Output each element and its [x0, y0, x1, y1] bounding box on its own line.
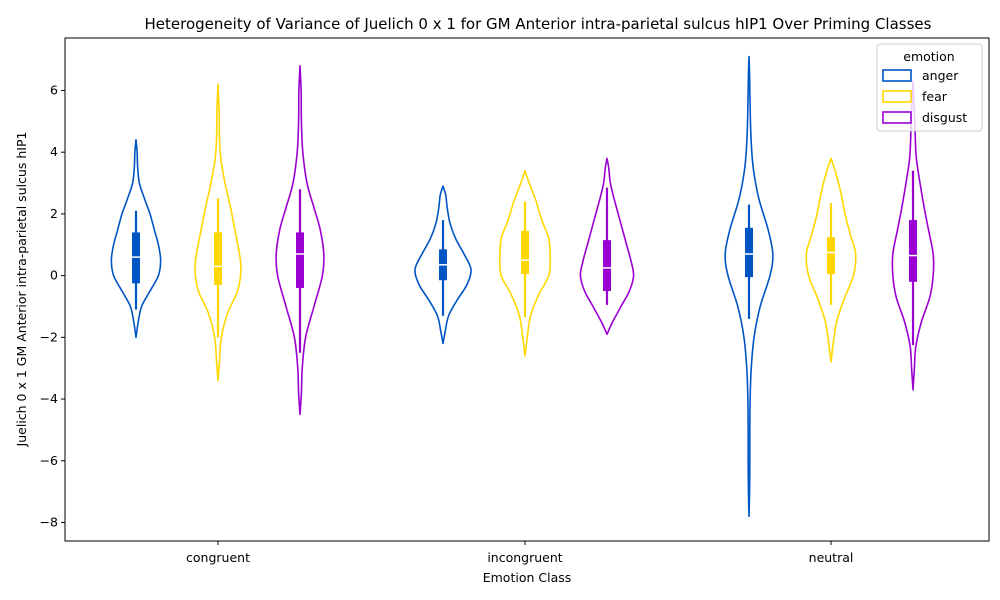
- violin-fear-congruent: [194, 83, 242, 382]
- violin-body: [110, 139, 162, 339]
- y-tick-label: 0: [50, 268, 58, 283]
- violin-iqr-box: [521, 230, 529, 275]
- violin-body: [724, 55, 774, 518]
- x-tick-label: congruent: [186, 550, 250, 565]
- violin-disgust-incongruent: [579, 157, 635, 336]
- legend-label: anger: [922, 68, 959, 83]
- legend-frame: [876, 43, 983, 132]
- violin-iqr-box: [132, 232, 140, 284]
- violin-body: [194, 83, 242, 382]
- violin-body: [579, 157, 635, 336]
- violin-iqr-box: [827, 237, 835, 275]
- legend-label: fear: [922, 89, 948, 104]
- legend: emotion anger fear disgust: [876, 43, 983, 132]
- violin-body: [891, 80, 935, 391]
- violin-iqr-box: [909, 220, 917, 282]
- violin-anger-incongruent: [414, 185, 472, 345]
- y-tick-label: 4: [50, 144, 58, 159]
- violin-disgust-congruent: [275, 64, 325, 416]
- violin-body: [498, 169, 552, 357]
- legend-item-disgust: disgust: [882, 110, 967, 125]
- violin-disgust-neutral: [891, 80, 935, 391]
- y-tick-label: −6: [40, 453, 58, 468]
- legend-item-fear: fear: [882, 89, 948, 104]
- violin-anger-congruent: [110, 139, 162, 339]
- legend-swatch: [882, 111, 912, 124]
- violin-iqr-box: [603, 240, 611, 292]
- legend-swatch: [882, 90, 912, 103]
- y-tick-label: −4: [40, 391, 58, 406]
- legend-title: emotion: [903, 49, 954, 64]
- violin-iqr-box: [214, 232, 222, 285]
- x-axis-label: Emotion Class: [483, 570, 572, 585]
- y-axis: −8 −6 −4 −2 0 2 4 6: [40, 82, 65, 529]
- violin-fear-incongruent: [498, 169, 552, 357]
- y-tick-label: 2: [50, 206, 58, 221]
- y-tick-label: 6: [50, 82, 58, 97]
- x-tick-label: neutral: [809, 550, 854, 565]
- x-tick-label: incongruent: [487, 550, 562, 565]
- violin-iqr-box: [745, 227, 753, 278]
- violins: [110, 55, 935, 518]
- y-tick-label: −2: [40, 329, 58, 344]
- plot-frame: [64, 37, 990, 542]
- legend-swatch: [882, 69, 912, 82]
- violin-body: [805, 157, 857, 363]
- violin-body: [275, 64, 325, 416]
- legend-label: disgust: [922, 110, 967, 125]
- violin-iqr-box: [296, 232, 304, 288]
- x-axis: congruent incongruent neutral: [186, 541, 853, 565]
- legend-item-anger: anger: [882, 68, 959, 83]
- violin-anger-neutral: [724, 55, 774, 518]
- violin-body: [414, 185, 472, 345]
- y-axis-label: Juelich 0 x 1 GM Anterior intra-parietal…: [14, 132, 29, 448]
- chart-title: Heterogeneity of Variance of Juelich 0 x…: [145, 15, 932, 33]
- violin-fear-neutral: [805, 157, 857, 363]
- y-tick-label: −8: [40, 514, 58, 529]
